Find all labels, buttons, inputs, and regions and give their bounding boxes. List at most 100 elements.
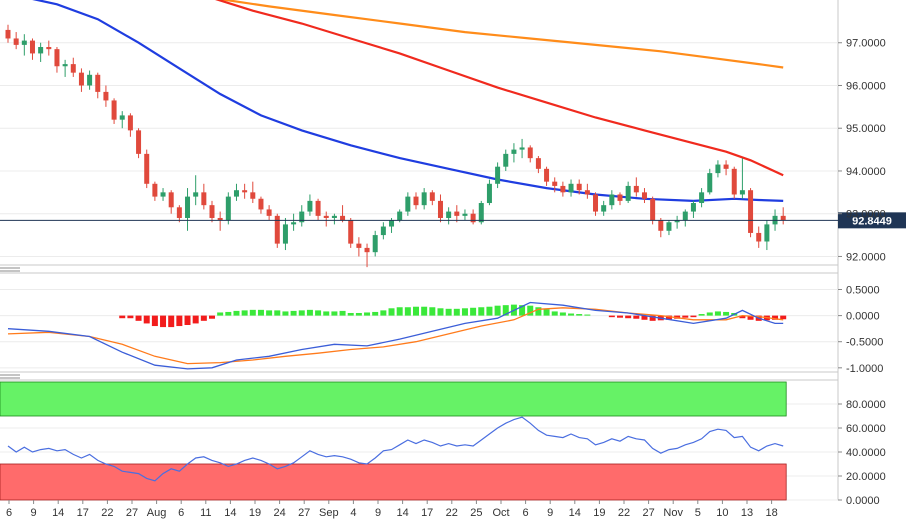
macd-histogram-bar: [241, 310, 248, 316]
price-axis-tick-label: 95.0000: [846, 123, 886, 135]
macd-histogram-bar: [625, 315, 632, 319]
macd-histogram-bar: [494, 305, 501, 316]
date-tick-label: 24: [273, 507, 285, 519]
rsi-overbought-zone: [0, 381, 787, 417]
candle-body: [225, 196, 231, 221]
candle-body: [625, 185, 631, 201]
candle-body: [217, 217, 223, 221]
candle-body: [609, 194, 615, 206]
candle-body: [584, 190, 590, 195]
macd-histogram-bar: [682, 315, 689, 318]
price-axis-tick-label: 92.0000: [846, 251, 886, 263]
candle-body: [454, 211, 460, 216]
candle-body: [633, 185, 639, 193]
macd-histogram-bar: [160, 315, 167, 328]
candle-body: [54, 49, 60, 67]
macd-histogram: [119, 304, 787, 328]
macd-histogram-bar: [780, 315, 787, 320]
macd-axis-tick-label: 0.5000: [846, 284, 880, 296]
candle-body: [699, 192, 705, 204]
date-tick-label: 27: [126, 507, 138, 519]
candle-body: [764, 224, 770, 242]
macd-histogram-bar: [535, 307, 542, 316]
date-tick-label: 9: [31, 507, 37, 519]
macd-histogram-bar: [192, 315, 199, 324]
macd-histogram-bar: [217, 312, 224, 316]
macd-histogram-bar: [233, 310, 240, 316]
macd-histogram-bar: [641, 315, 648, 320]
candle-body: [503, 153, 509, 167]
candle-body: [274, 215, 280, 244]
date-tick-label: 17: [421, 507, 433, 519]
candle-body: [739, 190, 745, 195]
candle-body: [682, 211, 688, 221]
candle-body: [421, 192, 427, 206]
candle-body: [731, 168, 737, 195]
candle-body: [176, 207, 182, 218]
candle-body: [209, 205, 215, 218]
date-tick-label: 6: [6, 507, 12, 519]
candle-body: [690, 203, 696, 212]
date-tick-label: 11: [200, 507, 211, 519]
candle-body: [429, 192, 435, 201]
date-tick-label: 19: [249, 507, 261, 519]
candle-body: [152, 183, 158, 197]
panel-divider-handle[interactable]: [0, 267, 20, 272]
macd-histogram-bar: [396, 307, 403, 316]
candle-body: [568, 183, 574, 193]
candle-body: [299, 211, 305, 223]
candle-body: [87, 74, 93, 86]
candle-body: [136, 130, 142, 154]
candle-body: [780, 215, 786, 221]
macd-signal-line: [7, 307, 784, 365]
candle-body: [437, 200, 443, 218]
macd-histogram-bar: [429, 307, 436, 316]
macd-histogram-bar: [388, 308, 395, 316]
candle-body: [486, 183, 492, 204]
macd-histogram-bar: [355, 312, 362, 316]
macd-histogram-bar: [421, 306, 428, 316]
macd-histogram-bar: [306, 309, 313, 316]
macd-histogram-bar: [502, 305, 509, 316]
macd-line: [7, 301, 784, 370]
candle-body: [111, 100, 117, 120]
macd-histogram-bar: [690, 315, 697, 318]
price-axis-tick-label: 97.0000: [846, 38, 886, 50]
macd-histogram-bar: [184, 315, 191, 325]
date-tick-label: Nov: [663, 507, 683, 519]
medium-moving-average-line: [215, 0, 784, 177]
candle-body: [389, 220, 395, 227]
macd-histogram-bar: [372, 311, 379, 316]
candle-body: [478, 203, 484, 223]
candle-body: [380, 226, 386, 236]
candle-body: [323, 215, 329, 218]
candle-body: [413, 196, 419, 206]
candle-body: [756, 232, 762, 242]
macd-histogram-bar: [143, 315, 150, 324]
current-price-tag: 92.8449: [838, 212, 906, 229]
macd-histogram-bar: [315, 310, 322, 316]
date-tick-label: 9: [547, 507, 553, 519]
macd-histogram-bar: [347, 312, 354, 316]
macd-histogram-bar: [706, 312, 713, 316]
macd-histogram-bar: [200, 315, 207, 321]
macd-histogram-bar: [461, 308, 468, 316]
candle-body: [446, 211, 452, 218]
rsi-oversold-zone: [0, 463, 787, 501]
current-price-tag-background: [838, 212, 906, 229]
macd-histogram-bar: [665, 315, 672, 320]
candle-body: [95, 74, 101, 92]
date-tick-label: 27: [642, 507, 654, 519]
candle-body: [641, 192, 647, 199]
panel-divider-handle[interactable]: [0, 374, 20, 379]
macd-histogram-bar: [282, 311, 289, 316]
candle-body: [511, 149, 517, 154]
macd-histogram-bar: [404, 307, 411, 316]
candle-body: [62, 64, 68, 67]
macd-histogram-bar: [380, 310, 387, 316]
macd-histogram-bar: [559, 312, 566, 316]
candle-body: [340, 215, 346, 221]
candle-body: [405, 196, 411, 212]
date-tick-label: 25: [470, 507, 482, 519]
macd-histogram-bar: [266, 310, 273, 316]
